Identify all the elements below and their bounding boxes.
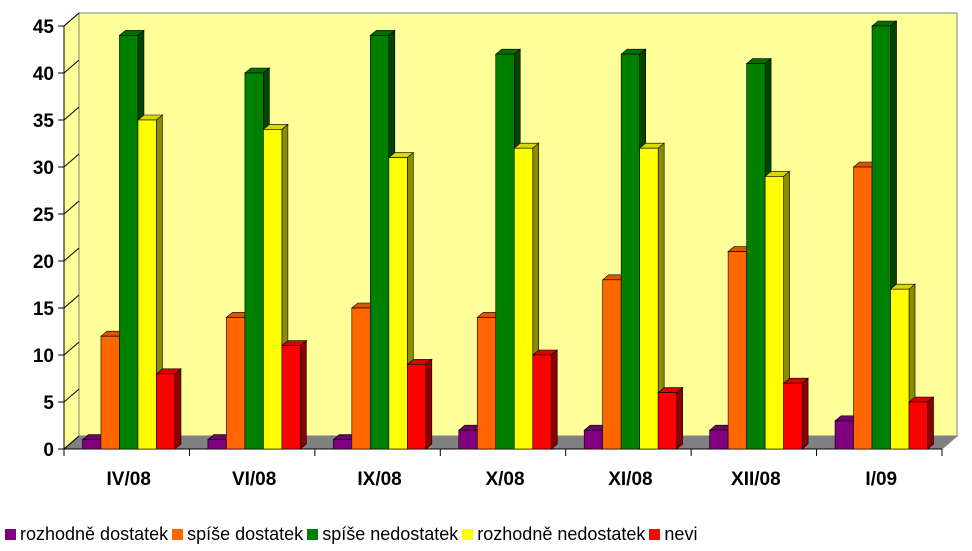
bar-front (226, 317, 246, 450)
y-tick-label: 10 (33, 346, 54, 367)
bar (281, 339, 308, 450)
x-tick-label: IV/08 (107, 469, 151, 490)
y-tick-label: 30 (33, 158, 54, 179)
bar-side (676, 386, 683, 450)
bar-front (709, 429, 729, 450)
y-tick-diagonal (63, 294, 80, 309)
bar-front (783, 382, 803, 450)
x-tick-label: XI/08 (608, 469, 652, 490)
legend-label: rozhodně nedostatek (477, 524, 646, 544)
legend-item: nevi (649, 524, 697, 545)
y-tick-label: 25 (33, 205, 55, 226)
y-tick-label: 20 (33, 252, 54, 273)
legend-label: nevi (664, 524, 698, 544)
bar-front (407, 364, 427, 450)
bar-side (801, 377, 809, 450)
bar-side (174, 368, 182, 450)
bar (657, 386, 684, 450)
bar-front (207, 439, 227, 450)
legend-label: rozhodně dostatek (20, 524, 169, 544)
x-tick-label: XII/08 (731, 469, 781, 490)
y-tick-diagonal (63, 200, 80, 215)
bar-side (300, 339, 307, 450)
bar-front (156, 373, 176, 450)
bar-front (890, 288, 910, 450)
legend-swatch (172, 529, 184, 540)
bar-front (244, 72, 264, 450)
legend-label: spíše nedostatek (322, 524, 459, 544)
bar-front (727, 251, 747, 450)
legend-swatch (462, 529, 474, 540)
bar-front (764, 176, 784, 450)
bar-chart: 0 5 10 15 20 25 30 35 40 45 IV/08 VI/08 IX/08 X/08 XI/… (33, 11, 959, 490)
bar-front (458, 429, 478, 450)
legend-swatch (5, 529, 16, 540)
bar-front (853, 166, 873, 450)
y-tick-label: 15 (33, 299, 55, 320)
bar-front (351, 307, 371, 450)
bar-front (495, 53, 515, 450)
bar-front (532, 354, 552, 450)
legend-label: spíše dostatek (187, 524, 304, 544)
y-tick-label: 35 (33, 111, 55, 132)
y-tick-label: 0 (43, 440, 54, 461)
y-tick-label: 5 (43, 393, 54, 414)
y-tick-diagonal (63, 247, 80, 262)
x-tick-label: X/08 (485, 469, 524, 490)
bar-front (657, 392, 677, 450)
legend-item: spíše dostatek (172, 524, 303, 545)
legend: rozhodně dostatek spíše dostatek spíše ned… (5, 524, 972, 550)
plot-side-wall (63, 11, 80, 451)
bar-front (370, 35, 390, 450)
bar (137, 114, 164, 450)
bar-side (927, 396, 934, 450)
bar-front (119, 35, 139, 450)
bar-front (82, 439, 102, 450)
bar (406, 358, 433, 450)
y-tick-diagonal (63, 388, 80, 403)
legend-item: spíše nedostatek (307, 524, 458, 545)
bar-front (263, 129, 283, 450)
bar (908, 396, 935, 450)
bar-front (388, 157, 408, 450)
bar-front (513, 147, 534, 450)
y-tick-diagonal (63, 435, 80, 450)
bar-front (583, 429, 603, 450)
bar (531, 349, 559, 450)
bar-front (908, 401, 928, 450)
bar-side (425, 358, 433, 450)
bar-front (871, 25, 891, 450)
legend-swatch (307, 529, 319, 540)
bar-front (639, 147, 659, 450)
bar (155, 368, 182, 450)
legend-item: rozhodně nedostatek (462, 524, 645, 545)
bar-front (602, 279, 622, 450)
x-tick-label: VI/08 (232, 469, 276, 490)
y-tick-diagonal (63, 153, 80, 168)
bar-front (746, 63, 766, 450)
x-tick-label: I/09 (865, 469, 897, 490)
bar-side (550, 349, 558, 450)
bar-front (620, 53, 640, 450)
bar (782, 377, 809, 450)
y-tick-label: 40 (33, 64, 54, 85)
y-tick-diagonal (63, 341, 80, 356)
y-tick-diagonal (63, 12, 80, 27)
x-tick-label: IX/08 (357, 469, 401, 490)
legend-item: rozhodně dostatek (5, 524, 168, 545)
bar-front (281, 345, 301, 450)
bar-front (100, 335, 120, 450)
y-tick-diagonal (63, 59, 80, 74)
bar-front (137, 119, 157, 450)
bar-front (476, 317, 497, 450)
y-tick-label: 45 (33, 17, 55, 38)
bar-front (333, 439, 353, 450)
y-tick-diagonal (63, 106, 80, 121)
bar-front (834, 420, 854, 450)
legend-swatch (649, 529, 661, 540)
